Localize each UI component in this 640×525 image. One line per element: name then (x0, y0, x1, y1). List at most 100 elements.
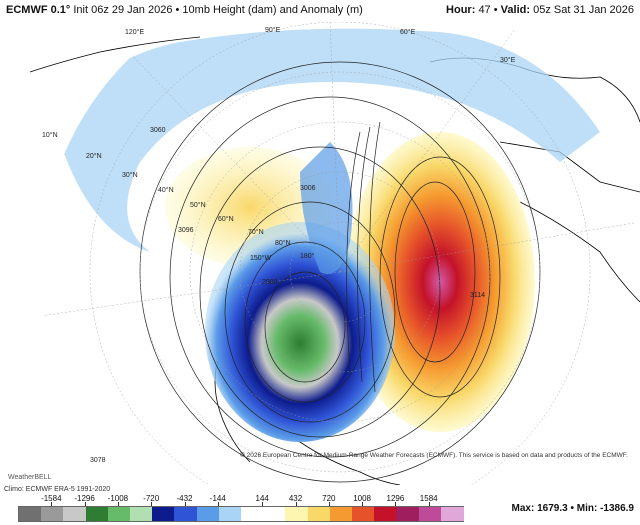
lon-label: 60°E (400, 28, 416, 36)
colorbar-tick-label: -1584 (41, 494, 62, 503)
longitude-line (40, 271, 341, 323)
latitude-circle (239, 171, 441, 373)
lon-label: 30°E (500, 56, 516, 64)
colorbar-tick-label: 144 (255, 494, 269, 503)
min-value: -1386.9 (600, 503, 634, 514)
contour-label: 3114 (470, 292, 485, 299)
contour (357, 126, 371, 383)
colorbar-tick-label: -1008 (107, 494, 129, 503)
colorbar-tick-label: 432 (288, 494, 303, 503)
colorbar-tick (51, 502, 53, 506)
max-label: Max: (511, 503, 535, 514)
min-label: Min: (576, 503, 598, 514)
header-bar: ECMWF 0.1° Init 06z 29 Jan 2026 • 10mb H… (0, 0, 640, 23)
colorbar-swatch (152, 507, 176, 521)
lat-label: 10°N (42, 131, 58, 139)
model-name: ECMWF 0.1° (6, 4, 71, 16)
colorbar-tick (428, 502, 430, 506)
colorbar-swatch (329, 507, 353, 521)
colorbar-tick-label: 1584 (419, 494, 438, 503)
hour-value: 47 (478, 4, 491, 16)
colorbar-swatch (241, 507, 265, 521)
colorbar-swatch (174, 507, 198, 521)
latitude-circle (139, 71, 541, 473)
colorbar-swatch (218, 507, 242, 521)
contour (199, 146, 441, 438)
colorbar-tick (217, 502, 219, 506)
colorbar-tick-label: 720 (322, 494, 336, 503)
longitude-line (339, 22, 521, 273)
negative-anomaly-arm (300, 142, 353, 274)
coastline-east-asia (29, 36, 201, 73)
lon-label: 180° (300, 252, 315, 260)
coastline-africa (519, 201, 640, 303)
colorbar-tick (262, 502, 264, 506)
negative-anomaly-vortex (205, 222, 395, 442)
contour-label: 3006 (300, 185, 316, 192)
map-title: ECMWF 0.1° Init 06z 29 Jan 2026 • 10mb H… (6, 4, 363, 16)
latitude-circle (89, 22, 591, 485)
lat-label: 70°N (248, 228, 264, 236)
colorbar-tick-label: -432 (176, 494, 193, 503)
longitude-line (99, 22, 341, 273)
latitude-circle (289, 221, 391, 323)
contour (379, 156, 501, 398)
colorbar-swatch (107, 507, 131, 521)
valid-time-info: Hour: 47 • Valid: 05z Sat 31 Jan 2026 (446, 4, 634, 16)
longitude-line (329, 22, 341, 273)
hour-separator: • (493, 4, 498, 16)
contour (264, 271, 346, 383)
lat-label: 30°N (122, 171, 138, 179)
colorbar-tick (295, 502, 297, 506)
lat-label: 50°N (190, 201, 206, 209)
contour-label: 3096 (178, 227, 194, 234)
valid-label: Valid: (500, 4, 531, 16)
max-value: 1679.3 (537, 503, 568, 514)
colorbar-tick-label: 1296 (386, 494, 405, 503)
colorbar-tick (151, 502, 153, 506)
lon-label: 90°E (265, 26, 281, 34)
contour (394, 181, 476, 363)
lon-label: 120°E (125, 28, 144, 36)
field-name: 10mb Height (dam) and Anomaly (m) (182, 4, 363, 16)
colorbar-tick-label: -144 (209, 494, 226, 503)
lon-label: 150°W (250, 254, 271, 262)
colorbar-tick (395, 502, 397, 506)
latitude-labels: 10°N 20°N 30°N 40°N 50°N 60°N 70°N 80°N (42, 131, 291, 247)
title-separator: • (175, 4, 180, 16)
negative-anomaly-band (60, 28, 600, 252)
longitude-line (339, 221, 640, 273)
colorbar-swatch (63, 507, 87, 521)
colorbar-tick (328, 502, 330, 506)
max-min-readout: Max: 1679.3 • Min: -1386.9 (512, 503, 635, 514)
colorbar-swatch (307, 507, 331, 521)
colorbar-tick-label: -720 (143, 494, 160, 503)
map-svg: 10°N 20°N 30°N 40°N 50°N 60°N 70°N 80°N … (0, 22, 640, 485)
colorbar-swatch (396, 507, 420, 521)
contour-value-labels: 3060 3078 3096 3114 2988 3006 (90, 127, 485, 464)
lat-label: 60°N (218, 215, 234, 223)
lat-label: 80°N (275, 239, 291, 247)
colorbar-swatch (352, 507, 376, 521)
colorbar-swatch (19, 507, 43, 521)
graticule (40, 22, 640, 485)
colorbar-swatch (440, 507, 464, 521)
contour (369, 121, 381, 393)
contour (346, 131, 361, 373)
colorbar-tick (84, 502, 86, 506)
border-middle-east (499, 141, 640, 193)
colorbar-swatch (196, 507, 220, 521)
colorbar-tick (184, 502, 186, 506)
contour-label: 2988 (262, 279, 278, 286)
lat-label: 20°N (86, 152, 102, 160)
ecmwf-credit: © 2026 European Centre for Medium-Range … (240, 452, 628, 459)
contour-label: 3060 (150, 127, 166, 134)
colorbar-swatch (41, 507, 65, 521)
colorbar-tick (117, 502, 119, 506)
init-time: Init 06z 29 Jan 2026 (73, 4, 173, 16)
lat-label: 40°N (158, 186, 174, 194)
climo-source: Climo: ECMWF ERA-5 1991-2020 (4, 486, 111, 493)
colorbar-swatch (418, 507, 442, 521)
colorbar-swatch (285, 507, 309, 521)
